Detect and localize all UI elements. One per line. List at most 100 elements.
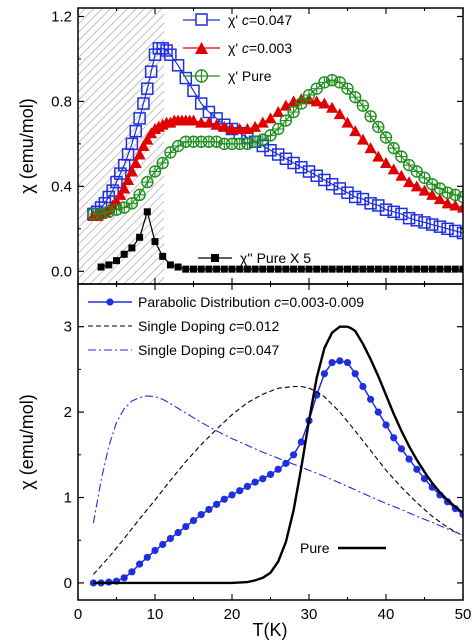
data-point	[387, 205, 400, 219]
data-point	[279, 152, 293, 165]
x-tick-label: 50	[455, 606, 472, 623]
data-point	[426, 188, 439, 200]
data-point	[348, 190, 362, 204]
data-point	[295, 97, 308, 110]
data-point	[351, 265, 359, 273]
data-point	[305, 265, 313, 273]
data-point	[449, 224, 462, 238]
data-point	[325, 177, 339, 191]
data-point	[451, 265, 459, 273]
data-point	[118, 182, 131, 194]
data-point	[333, 108, 346, 120]
data-point	[425, 218, 439, 231]
y-tick-label: 0.4	[51, 178, 72, 195]
data-point	[395, 169, 408, 181]
series-1-1	[92, 385, 463, 575]
x-tick-label: 10	[147, 606, 164, 623]
data-point	[351, 370, 359, 378]
data-point	[187, 114, 200, 126]
data-point	[379, 131, 393, 144]
data-point	[318, 173, 331, 187]
data-point	[174, 263, 182, 271]
data-point	[349, 90, 362, 104]
data-point	[133, 112, 146, 125]
legend-entry-single-c0012: Single Doping c=0.012	[88, 318, 279, 334]
data-point	[336, 357, 344, 365]
data-point	[182, 522, 190, 531]
data-point	[248, 135, 262, 148]
data-point	[379, 203, 393, 216]
data-point	[189, 516, 198, 525]
data-point	[318, 76, 331, 89]
data-point	[390, 434, 398, 442]
data-point	[372, 120, 385, 134]
data-point	[349, 125, 362, 137]
data-point	[313, 265, 321, 273]
data-point	[102, 190, 116, 204]
data-point	[190, 265, 197, 273]
data-point	[459, 265, 463, 273]
data-point	[421, 265, 428, 273]
data-point	[456, 226, 463, 240]
data-point	[218, 120, 231, 132]
data-point	[249, 120, 262, 132]
data-point	[390, 265, 398, 273]
data-point	[420, 475, 429, 483]
data-point	[228, 491, 236, 499]
data-point	[302, 165, 316, 178]
data-point	[220, 495, 228, 503]
data-point	[310, 169, 323, 182]
data-point	[143, 553, 151, 561]
data-point	[156, 156, 169, 170]
data-point	[328, 265, 336, 273]
data-point	[125, 137, 139, 151]
data-point	[128, 244, 136, 252]
data-point	[341, 116, 354, 128]
data-point	[413, 465, 421, 473]
data-point	[295, 160, 308, 174]
data-point	[449, 199, 462, 211]
data-point	[251, 265, 259, 273]
data-point	[282, 265, 290, 273]
data-point	[402, 211, 416, 225]
data-point	[333, 182, 347, 195]
data-point	[164, 146, 177, 159]
data-point	[405, 455, 413, 463]
top-y-axis-label: χ (emu/mol)	[17, 98, 37, 193]
data-point	[114, 167, 127, 180]
data-point	[136, 233, 144, 241]
legend-entry-chi-dd-pure: χ'' Pure X 5	[198, 250, 311, 266]
data-point	[141, 175, 154, 189]
data-point	[271, 148, 285, 161]
data-point	[436, 265, 444, 273]
data-point	[264, 143, 277, 157]
data-point	[395, 207, 408, 221]
data-point	[202, 116, 215, 128]
data-point	[418, 184, 431, 196]
data-point	[279, 114, 293, 127]
legend-entry-chi-pure: χ' Pure	[183, 68, 272, 84]
data-point	[182, 265, 190, 273]
data-point	[102, 205, 116, 219]
data-point	[356, 192, 370, 206]
data-point	[113, 257, 120, 265]
data-point	[333, 76, 346, 89]
data-point	[320, 370, 328, 378]
data-point	[105, 261, 113, 269]
data-point	[213, 265, 221, 273]
data-point	[441, 222, 454, 236]
data-point	[320, 265, 328, 273]
y-tick-label: 3	[64, 319, 72, 336]
data-point	[228, 265, 236, 273]
data-point	[133, 188, 146, 202]
y-tick-label: 2	[64, 404, 72, 421]
data-point	[174, 528, 182, 537]
data-point	[318, 97, 331, 109]
data-point	[290, 265, 298, 273]
data-point	[456, 190, 463, 204]
data-point	[210, 118, 223, 130]
data-point	[97, 263, 105, 271]
data-point	[403, 176, 416, 188]
svg-text:χ' c=0.003: χ' c=0.003	[228, 40, 292, 56]
